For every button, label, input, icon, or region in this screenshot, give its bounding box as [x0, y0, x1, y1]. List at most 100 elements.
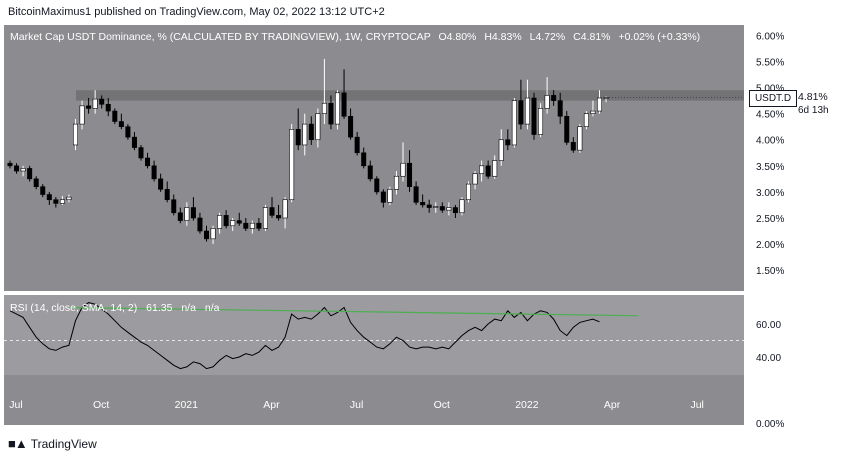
- legend-title: Market Cap USDT Dominance, % (CALCULATED…: [10, 31, 431, 43]
- candle-body: [269, 207, 275, 216]
- candle-body: [577, 126, 583, 151]
- candle-body: [217, 215, 223, 229]
- candle-body: [99, 98, 105, 105]
- candle-body: [73, 123, 79, 146]
- rsi-trendline: [68, 306, 639, 317]
- candle-body: [374, 178, 380, 193]
- candle-body: [171, 199, 177, 214]
- chart-frame: 6.00% 5.50% 5.00% 4.50% 4.00% 3.50% 3.00% 2.50%…: [4, 25, 844, 429]
- current-price-label: 4.81%: [798, 91, 828, 103]
- candle-body: [459, 199, 465, 214]
- candle-body: [308, 123, 314, 141]
- time-tick-label: Jul: [350, 399, 363, 411]
- candle-body: [367, 165, 373, 180]
- legend-open-value: 4.80%: [446, 31, 477, 43]
- rsi-legend-na-2: n/a: [204, 302, 220, 314]
- candle-body: [498, 139, 504, 161]
- candle-body: [564, 115, 570, 143]
- price-tick-label: 1.50%: [756, 266, 784, 277]
- candle-body: [400, 162, 406, 177]
- tradingview-brand[interactable]: ■▲ TradingView: [8, 436, 97, 451]
- candle-body: [243, 222, 249, 229]
- candle-body: [190, 207, 196, 219]
- candle-body: [407, 162, 413, 187]
- resistance-zone: [76, 90, 744, 101]
- time-tick-label: 2022: [515, 399, 539, 411]
- main-legend: Market Cap USDT Dominance, % (CALCULATED…: [10, 31, 700, 43]
- candle-body: [420, 202, 426, 206]
- candle-body: [105, 103, 111, 112]
- rsi-legend-value: 61.35: [146, 302, 173, 314]
- candle-body: [583, 113, 589, 128]
- time-tick-label: Oct: [434, 399, 450, 411]
- candle-body: [551, 95, 557, 101]
- price-tick-label: 4.00%: [756, 136, 784, 147]
- price-tick-label: 4.50%: [756, 110, 784, 121]
- candle-body: [197, 217, 203, 232]
- price-tick-label: 5.50%: [756, 58, 784, 69]
- candle-body: [603, 97, 609, 99]
- rsi-line: [9, 302, 600, 370]
- rsi-tick-label: 40.00: [756, 353, 781, 364]
- chart-canvas[interactable]: 6.00% 5.50% 5.00% 4.50% 4.00% 3.50% 3.00% 2.50%…: [4, 25, 844, 429]
- candle-body: [302, 123, 308, 146]
- candle-body: [361, 152, 367, 167]
- candle-body: [27, 168, 33, 180]
- price-tick-label: 6.00%: [756, 31, 784, 42]
- candle-body: [118, 121, 124, 128]
- rsi-legend-label: RSI (14, close, SMA, 14, 2): [10, 302, 138, 314]
- candle-body: [511, 100, 517, 146]
- candle-body: [479, 165, 485, 174]
- candle-body: [348, 115, 354, 138]
- legend-low-value: 4.72%: [535, 31, 566, 43]
- time-tick-label: Oct: [93, 399, 109, 411]
- candle-body: [92, 98, 98, 109]
- candle-body: [177, 212, 183, 221]
- candle-body: [387, 188, 393, 203]
- candle-body: [315, 113, 321, 141]
- candle-body: [223, 215, 229, 227]
- candle-body: [531, 97, 537, 135]
- candle-body: [125, 126, 131, 138]
- candle-body: [538, 108, 544, 135]
- published-line: BitcoinMaximus1 published on TradingView…: [8, 6, 385, 18]
- tradingview-logo-icon: ■▲: [8, 436, 28, 451]
- candle-body: [249, 222, 255, 229]
- candle-body: [40, 186, 46, 195]
- candle-body: [46, 194, 52, 201]
- candle-body: [20, 168, 26, 172]
- legend-high-label: H: [484, 31, 492, 43]
- candle-body: [210, 228, 216, 240]
- legend-open-label: O: [438, 31, 447, 43]
- candle-body: [452, 207, 458, 214]
- candle-body: [544, 95, 550, 109]
- candle-body: [492, 160, 498, 177]
- candle-body: [524, 97, 530, 125]
- candle-countdown-label: 6d 13h: [798, 105, 829, 116]
- legend-change: +0.02% (+0.33%): [618, 31, 701, 43]
- rsi-legend-na-1: n/a: [181, 302, 196, 314]
- symbol-price-tag[interactable]: USDT.D: [749, 90, 797, 107]
- legend-low-label: L: [529, 31, 536, 43]
- legend-close-label: C: [573, 31, 581, 43]
- candle-body: [158, 178, 164, 190]
- candle-body: [204, 230, 210, 240]
- candle-body: [66, 196, 72, 201]
- candle-body: [79, 105, 85, 125]
- candle-body: [14, 165, 20, 172]
- candle-body: [282, 199, 288, 219]
- price-tick-label: 2.00%: [756, 240, 784, 251]
- tradingview-brand-label: TradingView: [30, 436, 97, 451]
- candle-body: [596, 97, 602, 112]
- candle-body: [53, 199, 59, 204]
- price-tick-label: 5.00%: [756, 84, 784, 95]
- candle-body: [164, 188, 170, 201]
- candle-body: [354, 136, 360, 154]
- candle-body: [485, 165, 491, 177]
- candle-body: [590, 110, 596, 114]
- rsi-tick-label: 0.00%: [756, 419, 784, 429]
- candle-body: [33, 178, 39, 187]
- candle-body: [413, 186, 419, 203]
- candle-body: [145, 157, 151, 167]
- candle-body: [151, 165, 157, 180]
